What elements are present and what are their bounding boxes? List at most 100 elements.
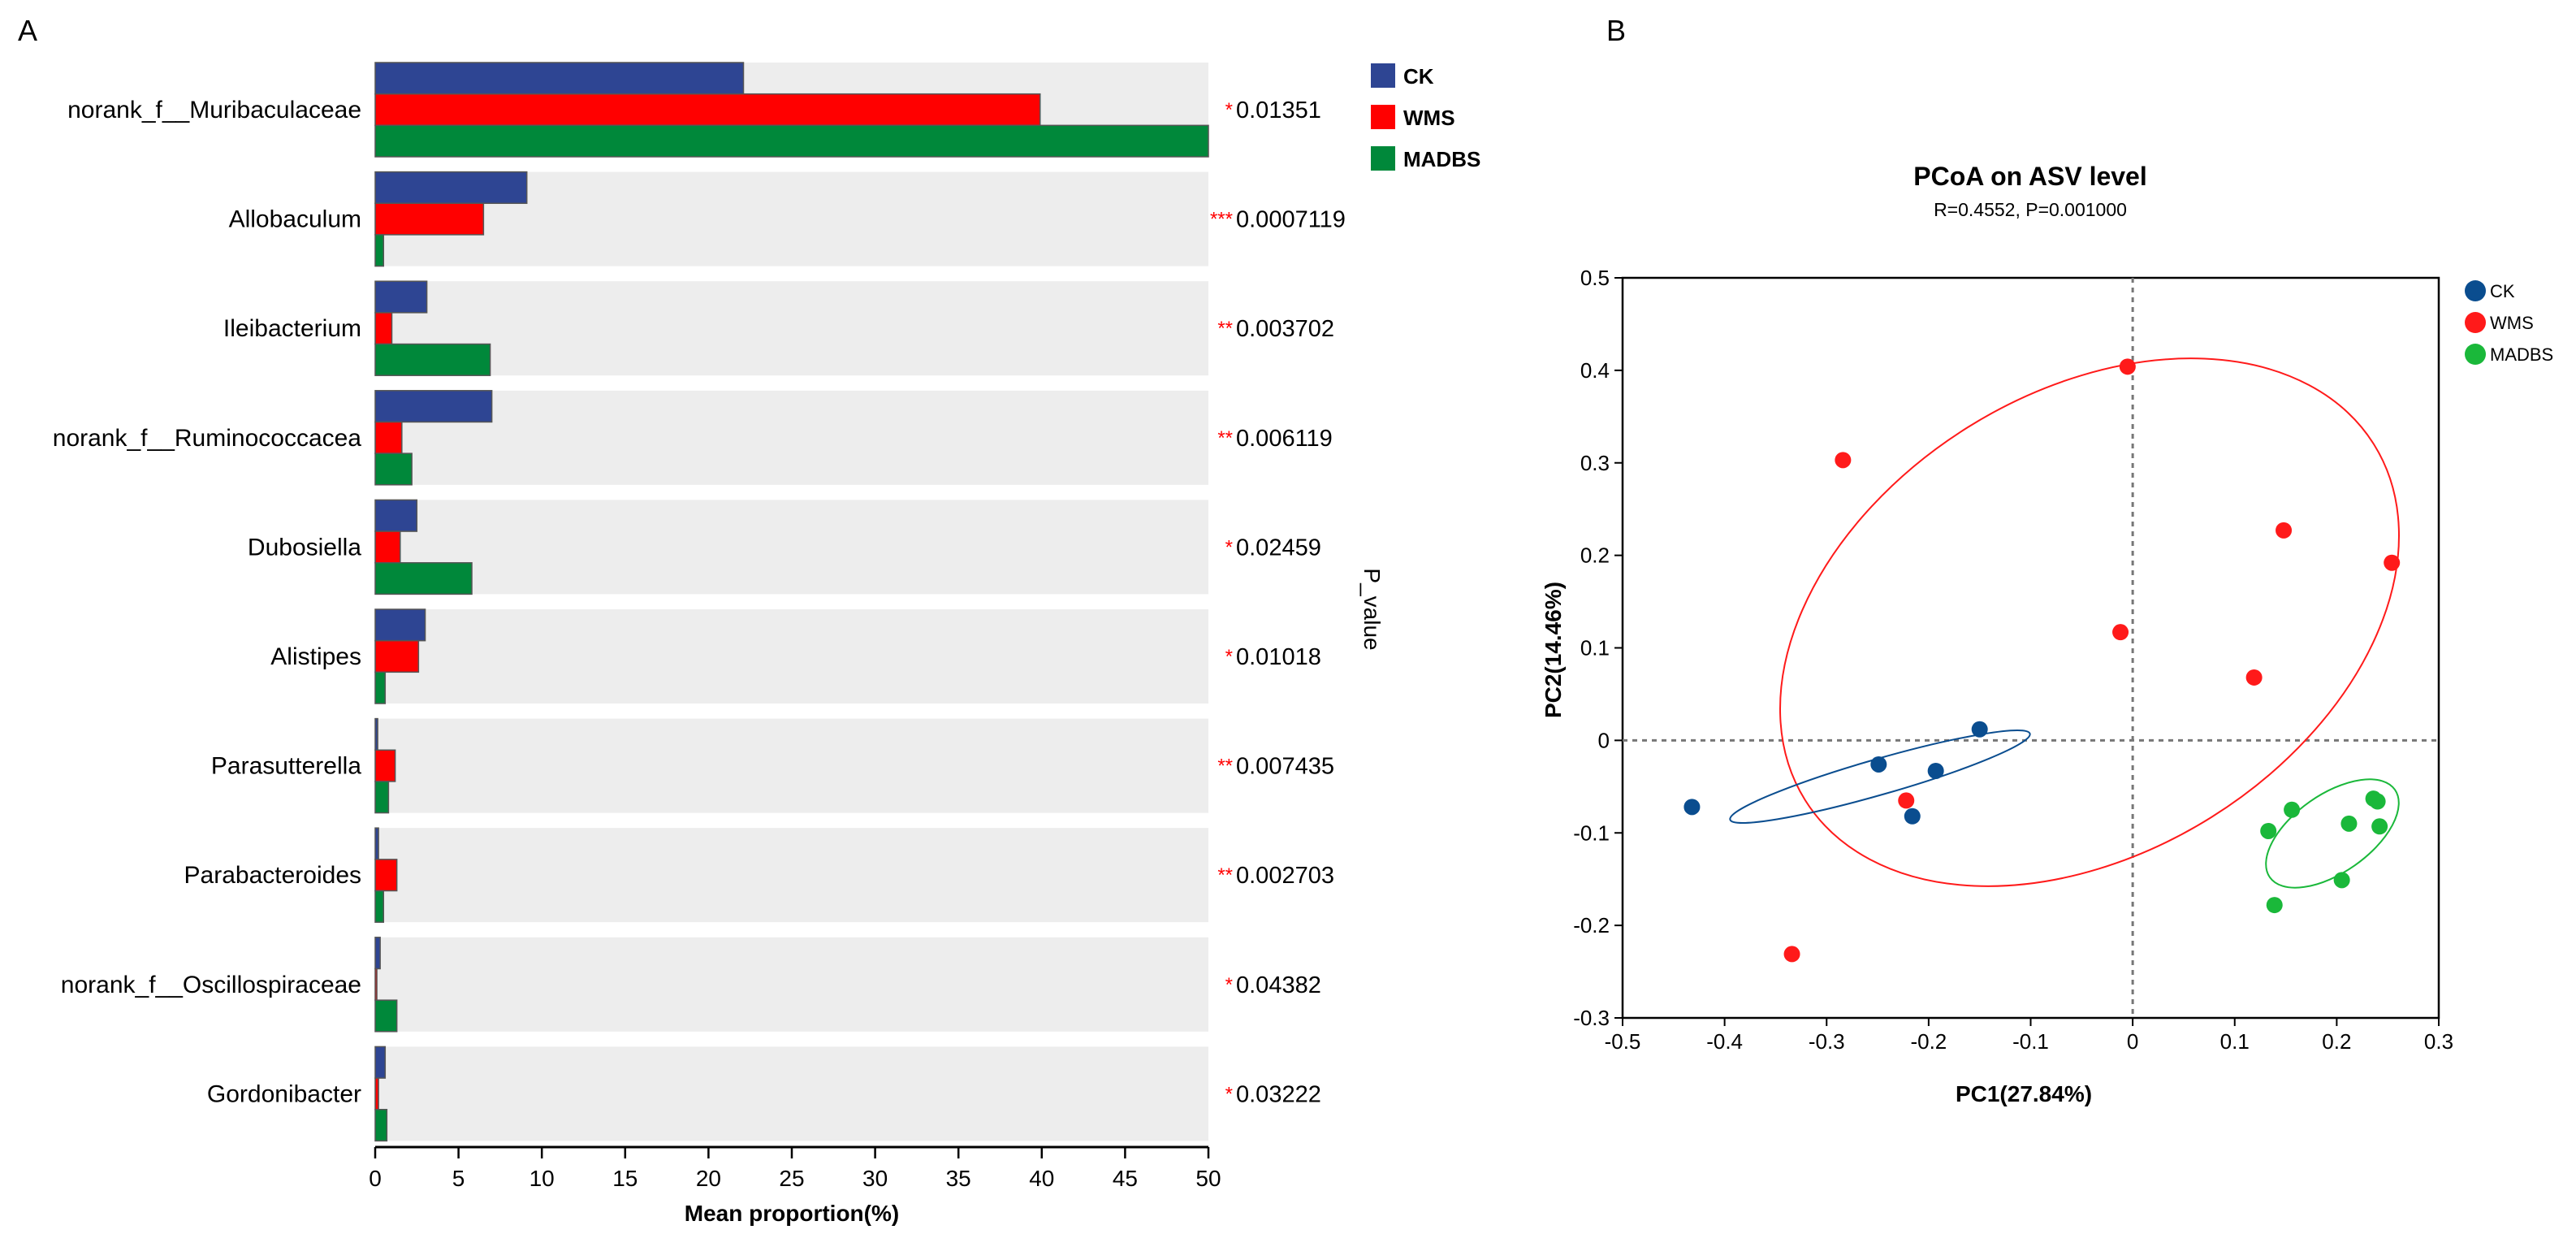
y-tick-label: -0.1 bbox=[1573, 821, 1610, 845]
bar-madbs bbox=[374, 452, 413, 486]
point-madbs bbox=[2340, 815, 2358, 832]
category-label: Parabacteroides bbox=[184, 862, 361, 889]
legend-marker-madbs bbox=[2465, 344, 2486, 365]
bar-madbs bbox=[374, 999, 398, 1033]
legend-swatch-madbs bbox=[1371, 146, 1395, 171]
point-wms bbox=[1835, 452, 1852, 469]
p-value-label: 0.002703 bbox=[1236, 863, 1334, 889]
point-ck bbox=[1971, 721, 1988, 738]
category-label: Parasutterella bbox=[211, 753, 361, 780]
p-value-label: 0.007435 bbox=[1236, 754, 1334, 780]
bar-madbs bbox=[374, 343, 491, 376]
p-value-label: 0.01018 bbox=[1236, 644, 1321, 670]
chart-subtitle: R=0.4552, P=0.001000 bbox=[1934, 199, 2127, 220]
x-axis-ticks: 0 5 10 15 20 25 30 35 40 45 50 bbox=[369, 1147, 1221, 1191]
point-wms bbox=[1898, 792, 1915, 809]
x-tick-label: 15 bbox=[612, 1166, 638, 1191]
legend: CK WMS MADBS bbox=[2465, 280, 2553, 365]
p-value-label: 0.003702 bbox=[1236, 316, 1334, 342]
x-tick-label: 5 bbox=[452, 1166, 465, 1191]
category-label: norank_f__Oscillospiraceae bbox=[61, 972, 361, 998]
x-tick-label: 0 bbox=[369, 1166, 382, 1191]
x-tick-label: 0.3 bbox=[2424, 1029, 2453, 1054]
point-wms bbox=[2276, 522, 2293, 539]
bar-wms bbox=[374, 639, 420, 673]
bar-madbs bbox=[374, 124, 1209, 158]
category-label: Allobaculum bbox=[229, 206, 361, 233]
legend-marker-ck bbox=[2465, 280, 2486, 301]
ellipse-madbs bbox=[2265, 778, 2400, 889]
p-value-label: 0.04382 bbox=[1236, 972, 1321, 998]
y-axis-label: PC2(14.46%) bbox=[1541, 582, 1566, 718]
y-tick-label: 0.1 bbox=[1580, 636, 1610, 660]
significance-stars: *** bbox=[1210, 209, 1233, 231]
ellipse-wms bbox=[1779, 357, 2400, 887]
x-tick-label: 0.2 bbox=[2322, 1029, 2351, 1054]
bar-ck bbox=[374, 717, 378, 751]
significance-stars: ** bbox=[1217, 756, 1233, 777]
bar-wms bbox=[374, 202, 485, 236]
bar-ck bbox=[374, 608, 426, 642]
bar-row: Gordonibacter * 0.03222 bbox=[207, 1046, 1321, 1142]
row-background bbox=[375, 937, 1208, 1032]
bar-wms bbox=[374, 749, 396, 782]
point-ck bbox=[1683, 799, 1701, 816]
x-tick-label: 35 bbox=[946, 1166, 971, 1191]
y-tick-label: 0.5 bbox=[1580, 266, 1610, 290]
row-background bbox=[375, 828, 1208, 923]
bar-ck bbox=[374, 937, 381, 970]
point-madbs bbox=[2266, 897, 2283, 914]
y-tick-label: 0.2 bbox=[1580, 543, 1610, 568]
category-label: Gordonibacter bbox=[207, 1080, 361, 1107]
bar-row: Parasutterella ** 0.007435 bbox=[211, 717, 1334, 814]
bar-ck bbox=[374, 1046, 387, 1079]
significance-stars: * bbox=[1225, 99, 1233, 121]
p-value-axis-label: P_value bbox=[1359, 568, 1385, 650]
y-tick-label: 0 bbox=[1598, 728, 1610, 752]
y-tick-label: -0.2 bbox=[1573, 913, 1610, 937]
x-tick-label: 20 bbox=[696, 1166, 721, 1191]
x-tick-label: 30 bbox=[862, 1166, 888, 1191]
bar-madbs bbox=[374, 671, 387, 704]
bar-ck bbox=[374, 499, 418, 532]
bar-ck bbox=[374, 171, 528, 205]
significance-stars: * bbox=[1225, 646, 1233, 668]
x-tick-label: 50 bbox=[1195, 1166, 1221, 1191]
bar-row: Dubosiella * 0.02459 bbox=[248, 499, 1321, 595]
legend-label: WMS bbox=[2490, 313, 2534, 333]
panel-label-a: A bbox=[18, 14, 37, 47]
bar-madbs bbox=[374, 561, 473, 595]
point-madbs bbox=[2369, 793, 2386, 810]
x-tick-label: 0 bbox=[2127, 1029, 2138, 1054]
point-wms bbox=[2384, 554, 2401, 571]
bar-wms bbox=[374, 1077, 379, 1111]
bar-wms bbox=[374, 312, 393, 345]
point-ck bbox=[1927, 762, 1944, 779]
significance-stars: ** bbox=[1217, 427, 1233, 449]
point-wms bbox=[1783, 946, 1800, 963]
x-tick-label: 0.1 bbox=[2220, 1029, 2250, 1054]
significance-stars: * bbox=[1225, 536, 1233, 558]
legend-marker-wms bbox=[2465, 312, 2486, 333]
p-value-label: 0.01351 bbox=[1236, 97, 1321, 123]
row-background bbox=[375, 390, 1208, 485]
bar-row: norank_f__Oscillospiraceae * 0.04382 bbox=[61, 937, 1321, 1033]
significance-stars: * bbox=[1225, 974, 1233, 996]
significance-stars: ** bbox=[1217, 318, 1233, 340]
row-background bbox=[375, 609, 1208, 704]
p-value-label: 0.006119 bbox=[1236, 426, 1333, 452]
panel-b-pcoa-scatter: B PCoA on ASV level R=0.4552, P=0.001000… bbox=[1541, 14, 2553, 1106]
legend-swatch-wms bbox=[1371, 105, 1395, 129]
bar-ck bbox=[374, 827, 379, 860]
significance-stars: * bbox=[1225, 1083, 1233, 1105]
category-label: Dubosiella bbox=[248, 534, 361, 561]
bar-wms bbox=[374, 421, 403, 454]
point-madbs bbox=[2284, 801, 2301, 818]
bar-ck bbox=[374, 280, 428, 314]
bar-row: norank_f__Muribaculaceae * 0.01351 bbox=[67, 62, 1321, 158]
bar-row: Allobaculum *** 0.0007119 bbox=[229, 171, 1346, 267]
zero-reference-lines bbox=[1623, 278, 2439, 1018]
p-value-label: 0.02459 bbox=[1236, 535, 1321, 561]
bar-row: Parabacteroides ** 0.002703 bbox=[184, 827, 1334, 923]
